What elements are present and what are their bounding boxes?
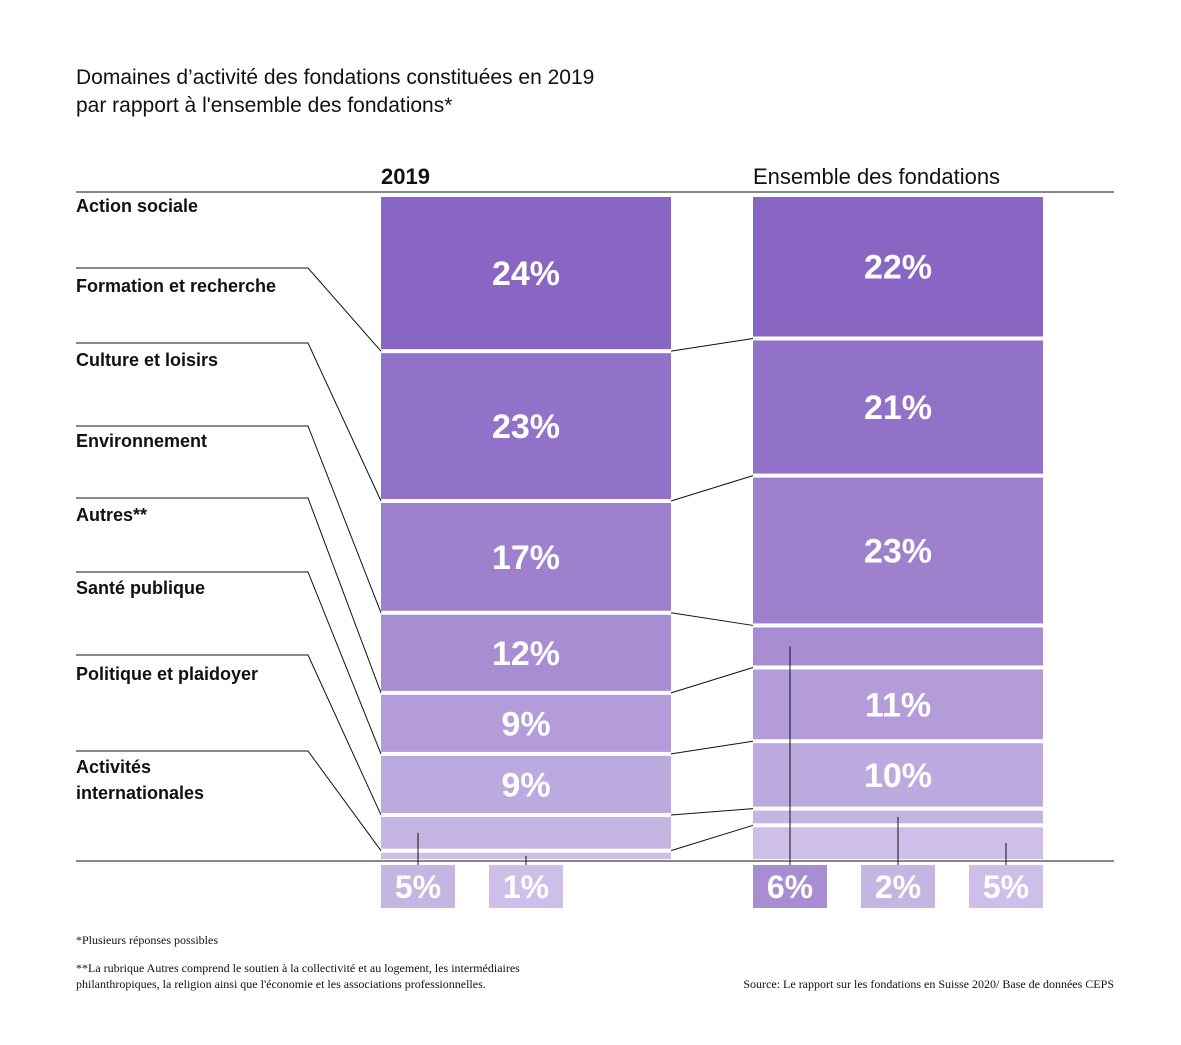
bridge-line-environnement — [670, 667, 754, 694]
bar-segment-all-action-sociale — [753, 197, 1043, 337]
connector-label-politique-et-plaidoyer — [76, 750, 382, 851]
category-label-environnement: Environnement — [76, 431, 207, 451]
chart-title-line-1: Domaines d’activité des fondations const… — [76, 66, 594, 89]
column-header-all-foundations: Ensemble des fondations — [753, 164, 1000, 189]
small-value-label-all-activites-internationales: 5% — [983, 869, 1029, 905]
chart-title: Domaines d’activité des fondations const… — [76, 66, 594, 117]
connector-label-formation-et-recherche — [76, 342, 382, 502]
category-label-activites-internationales-line-1: Activités — [76, 757, 151, 777]
value-label-2019-action-sociale: 24% — [492, 255, 560, 293]
axis-lines — [76, 191, 1114, 862]
small-value-label-all-politique-et-plaidoyer: 2% — [875, 869, 921, 905]
bridge-line-sante-publique — [670, 808, 754, 816]
footnotes: *Plusieurs réponses possibles **La rubri… — [76, 933, 1114, 991]
category-label-autres: Autres** — [76, 505, 147, 525]
connector-label-sante-publique — [76, 654, 382, 816]
value-label-all-autres: 11% — [865, 686, 931, 724]
bridge-line-autres — [670, 740, 754, 755]
small-value-box-all-activites-internationales — [969, 865, 1043, 908]
source-note: Source: Le rapport sur les fondations en… — [743, 977, 1114, 991]
category-label-sante-publique: Santé publique — [76, 578, 205, 598]
bar-segment-2019-formation-et-recherche — [381, 353, 671, 499]
connector-label-action-sociale — [76, 267, 382, 352]
value-label-2019-sante-publique: 9% — [501, 766, 550, 804]
value-label-all-formation-et-recherche: 21% — [864, 389, 932, 427]
category-label-culture-et-loisirs: Culture et loisirs — [76, 350, 218, 370]
bar-segment-2019-activites-internationales — [381, 852, 671, 859]
value-label-all-action-sociale: 22% — [864, 249, 932, 287]
bar-segment-all-sante-publique — [753, 743, 1043, 807]
stacked-bars — [381, 197, 1043, 859]
value-labels: 24% 23% 17% 12% 9% 9% 22% 21% 23% 11% 10% 5% 1% 6% 2% 5… — [381, 249, 1043, 908]
value-label-2019-environnement: 12% — [492, 635, 560, 673]
small-value-box-all-politique-et-plaidoyer — [861, 865, 935, 908]
connector-lines — [76, 267, 754, 852]
category-label-activites-internationales-line-2: internationales — [76, 783, 204, 803]
small-value-label-2019-politique-et-plaidoyer: 5% — [395, 869, 441, 905]
bridge-line-politique-et-plaidoyer — [670, 824, 754, 852]
bar-segment-2019-politique-et-plaidoyer — [381, 816, 671, 849]
bar-segment-2019-autres — [381, 694, 671, 752]
small-value-box-all-environnement — [753, 865, 827, 908]
small-value-label-2019-activites-internationales: 1% — [503, 869, 549, 905]
category-label-politique-et-plaidoyer: Politique et plaidoyer — [76, 664, 258, 684]
value-label-2019-culture-et-loisirs: 17% — [492, 539, 560, 577]
small-value-box-2019-activites-internationales — [489, 865, 563, 908]
bar-segment-all-culture-et-loisirs — [753, 477, 1043, 624]
value-label-2019-autres: 9% — [501, 705, 550, 743]
value-label-all-culture-et-loisirs: 23% — [864, 533, 932, 571]
column-header-2019: 2019 — [381, 164, 430, 189]
chart-title-line-2: par rapport à l'ensemble des fondations* — [76, 94, 452, 117]
category-label-formation-et-recherche: Formation et recherche — [76, 276, 276, 296]
connector-label-autres — [76, 571, 382, 755]
bar-segment-all-autres — [753, 669, 1043, 740]
footnote-2-line-1: **La rubrique Autres comprend le soutien… — [76, 961, 520, 975]
bar-segment-2019-action-sociale — [381, 197, 671, 350]
bar-segment-2019-sante-publique — [381, 755, 671, 813]
category-labels: Action sociale Formation et recherche Cult… — [76, 196, 276, 803]
category-label-action-sociale: Action sociale — [76, 196, 198, 216]
footnote-2-line-2: philanthropiques, la religion ainsi que … — [76, 977, 486, 991]
value-label-all-sante-publique: 10% — [864, 757, 932, 795]
bridge-line-formation-et-recherche — [670, 475, 754, 502]
bar-segment-2019-culture-et-loisirs — [381, 502, 671, 611]
footnote-1: *Plusieurs réponses possibles — [76, 933, 218, 947]
bridge-line-action-sociale — [670, 337, 754, 352]
bar-segment-all-environnement — [753, 627, 1043, 666]
bar-segment-2019-environnement — [381, 614, 671, 691]
value-label-2019-formation-et-recherche: 23% — [492, 408, 560, 446]
connector-label-culture-et-loisirs — [76, 425, 382, 613]
connector-label-environnement — [76, 497, 382, 694]
bar-segment-all-politique-et-plaidoyer — [753, 810, 1043, 824]
bridge-line-culture-et-loisirs — [670, 612, 754, 626]
small-value-label-all-environnement: 6% — [767, 869, 813, 905]
bar-segment-all-formation-et-recherche — [753, 340, 1043, 474]
small-value-box-2019-politique-et-plaidoyer — [381, 865, 455, 908]
